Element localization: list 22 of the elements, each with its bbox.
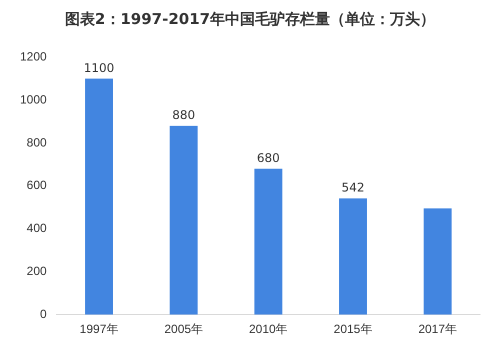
bar	[424, 208, 452, 315]
x-tick-label: 2017年	[418, 322, 458, 336]
bar	[254, 168, 282, 315]
bar	[85, 78, 113, 315]
y-tick-label: 0	[40, 306, 48, 321]
bar	[170, 126, 198, 315]
chart-title: 图表2：1997-2017年中国毛驴存栏量（单位：万头）	[64, 10, 436, 29]
x-tick-label: 2010年	[248, 322, 288, 336]
data-label: 542	[342, 180, 364, 194]
x-tick-label: 2015年	[334, 322, 372, 336]
y-tick-label: 1200	[20, 50, 48, 64]
data-label: 1100	[84, 60, 114, 75]
bar	[339, 198, 367, 315]
x-tick-label: 1997年	[80, 322, 118, 336]
y-tick-label: 400	[26, 221, 48, 236]
y-tick-label: 1000	[20, 92, 48, 106]
x-tick-label: 2005年	[164, 322, 204, 336]
y-tick-label: 800	[26, 135, 48, 150]
y-tick-label: 600	[26, 178, 48, 192]
data-label: 680	[256, 150, 280, 165]
data-label: 880	[172, 108, 196, 122]
y-tick-label: 200	[26, 264, 48, 278]
